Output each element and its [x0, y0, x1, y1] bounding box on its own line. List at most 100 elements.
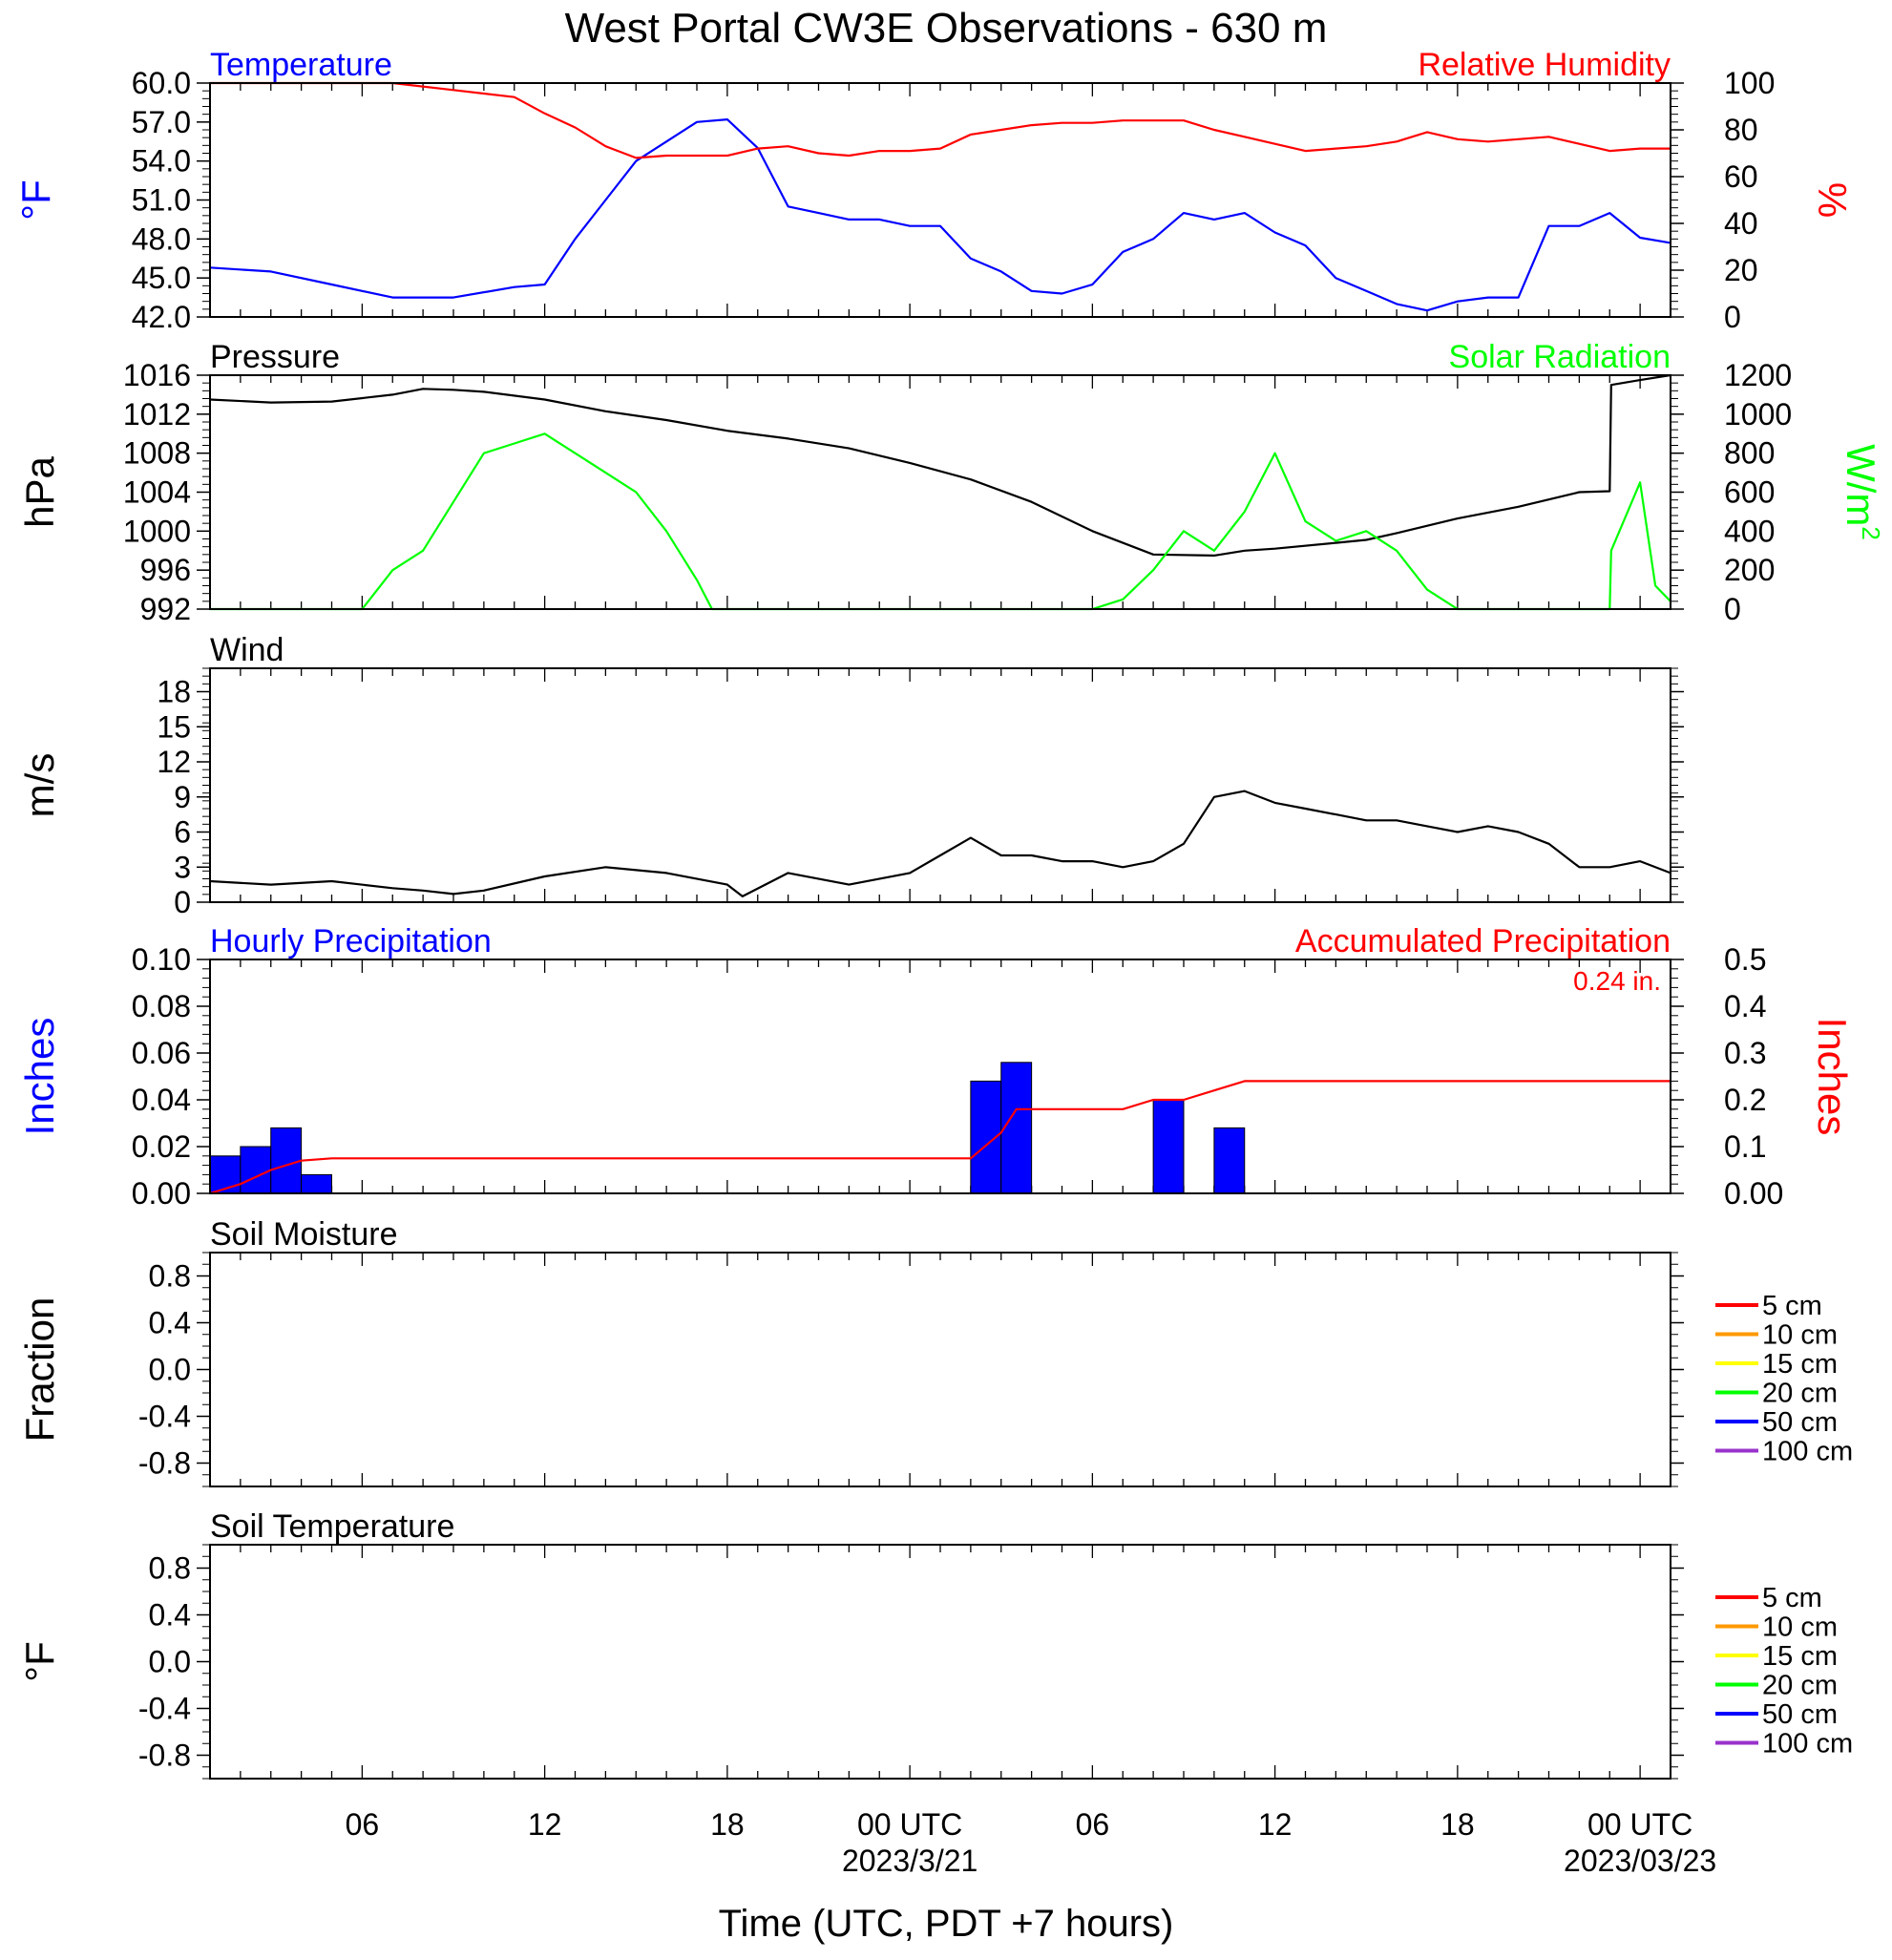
y-left-tick-label: 54.0 [132, 144, 191, 179]
y-left-tick-label: 0.0 [149, 1353, 191, 1387]
y-left-axis-label: °F [13, 179, 58, 220]
series-wind [209, 790, 1671, 898]
plot-frame [209, 82, 1671, 318]
y-right-tick-label: 1200 [1724, 358, 1792, 392]
y-left-tick-label: 42.0 [132, 300, 191, 334]
panel-left-title: Temperature [210, 47, 392, 83]
y-left-tick-label: 992 [140, 592, 191, 626]
precip-bar [240, 1146, 272, 1194]
y-right-tick-label: 0 [1724, 300, 1741, 334]
panel-pressure-solar: 992 996 1000 1004 1008 1012 1016 0 200 400 600 800 1… [17, 339, 1885, 626]
precip-bar [1000, 1062, 1033, 1194]
y-left-tick-label: -0.4 [138, 1692, 191, 1726]
panel-right-title: Solar Radiation [1449, 339, 1671, 375]
y-left-tick-label: 18 [157, 675, 191, 709]
legend-label: 50 cm [1762, 1407, 1838, 1438]
y-left-tick-label: 48.0 [132, 221, 191, 256]
y-left-tick-label: 0.4 [149, 1306, 191, 1340]
y-right-tick-label: 1000 [1724, 397, 1792, 432]
series-accumulated-precipitation [209, 1080, 1671, 1195]
y-right-tick-label: 40 [1724, 206, 1758, 241]
x-tick-label: 18 [1440, 1807, 1475, 1842]
series-solar-radiation [210, 432, 1671, 611]
y-right-axis-label: Inches [1810, 1018, 1855, 1136]
y-right-tick-label: 200 [1724, 553, 1775, 587]
y-left-tick-label: -0.4 [138, 1400, 191, 1434]
y-left-tick-label: 0.08 [132, 989, 191, 1023]
y-left-axis-label: m/s [17, 753, 62, 818]
x-tick-label: 00 UTC [1587, 1807, 1692, 1842]
legend-label: 100 cm [1762, 1437, 1853, 1467]
precip-bar [301, 1173, 332, 1194]
y-left-tick-label: 0.04 [132, 1083, 191, 1117]
y-left-tick-label: 45.0 [132, 261, 191, 295]
y-right-axis-label: % [1810, 182, 1855, 218]
y-left-tick-label: 3 [174, 850, 191, 884]
legend-label: 10 cm [1762, 1612, 1838, 1643]
y-left-tick-label: 0.8 [149, 1259, 191, 1294]
y-right-axis-label-superscript: 2 [1857, 526, 1885, 539]
legend-label: 15 cm [1762, 1349, 1838, 1380]
precip-bar [1213, 1127, 1246, 1194]
legend-label: 5 cm [1762, 1583, 1822, 1613]
x-tick-label: 18 [710, 1807, 745, 1842]
y-left-tick-label: 0.10 [132, 942, 191, 977]
y-right-tick-label: 20 [1724, 253, 1758, 287]
y-left-tick-label: 15 [157, 709, 191, 744]
panel-left-title: Wind [210, 632, 284, 668]
y-left-axis-label: °F [17, 1641, 62, 1681]
legend-label: 15 cm [1762, 1641, 1838, 1672]
series-pressure [209, 373, 1671, 558]
y-right-tick-label: 0.00 [1724, 1176, 1783, 1211]
panel-left-title: Hourly Precipitation [210, 923, 492, 959]
legend-label: 5 cm [1762, 1291, 1822, 1321]
y-left-tick-label: 1004 [123, 475, 191, 510]
panel-right-title: Relative Humidity [1418, 47, 1671, 83]
y-right-tick-label: 100 [1724, 66, 1775, 100]
y-left-axis-label: hPa [17, 455, 62, 527]
y-left-tick-label: -0.8 [138, 1446, 191, 1481]
y-right-tick-label: 80 [1724, 113, 1758, 147]
x-axis-label: Time (UTC, PDT +7 hours) [719, 1903, 1174, 1945]
y-left-tick-label: 6 [174, 815, 191, 850]
y-right-tick-label: 0.1 [1724, 1129, 1766, 1164]
x-tick-label: 06 [1076, 1807, 1110, 1842]
y-left-tick-label: 1000 [123, 514, 191, 548]
y-left-tick-label: 0.02 [132, 1129, 191, 1164]
panel-precipitation: 0.00 0.02 0.04 0.06 0.08 0.10 0.00 0.1 0.2 0.3 0.4… [17, 923, 1855, 1211]
precip-bar [970, 1080, 1002, 1194]
y-left-tick-label: 0.06 [132, 1036, 191, 1070]
legend-label: 10 cm [1762, 1320, 1838, 1351]
y-right-tick-label: 600 [1724, 475, 1775, 510]
y-left-tick-label: 12 [157, 745, 191, 779]
y-left-axis-label: Fraction [17, 1297, 62, 1443]
panels: 42.045.048.051.054.057.060.0020406080100… [13, 47, 1885, 1780]
y-right-tick-label: 0 [1724, 592, 1741, 626]
panel-temperature-humidity: 42.0 45.0 48.051.0 54.0 57.0 60.0 0 20 40 60 80 100… [13, 47, 1855, 334]
y-left-tick-label: 0.4 [149, 1598, 191, 1633]
precip-bar [270, 1127, 303, 1194]
y-right-tick-label: 400 [1724, 514, 1775, 548]
y-right-tick-label: 0.3 [1724, 1036, 1766, 1070]
panel-left-title: Pressure [210, 339, 340, 375]
y-right-axis-label: W/m2 [1839, 444, 1885, 540]
y-left-axis-label: Inches [17, 1018, 62, 1136]
y-left-tick-label: 996 [140, 553, 191, 587]
y-right-tick-label: 0.5 [1724, 942, 1766, 977]
x-tick-label: 12 [1258, 1807, 1293, 1842]
plot-frame [209, 1252, 1671, 1487]
x-tick-date-label: 2023/03/23 [1564, 1844, 1716, 1878]
y-left-tick-label: 0.0 [149, 1645, 191, 1679]
accumulated-total-label: 0.24 in. [1573, 966, 1661, 996]
panel-soil-moisture: -0.8 -0.4 0.0 0.4 0.8 Soil Moisture Fraction 5 … [17, 1216, 1853, 1487]
y-left-tick-label: 60.0 [132, 66, 191, 100]
y-left-tick-label: 0.8 [149, 1551, 191, 1586]
x-tick-label: 00 UTC [857, 1807, 962, 1842]
x-tick-label: 12 [528, 1807, 562, 1842]
series-relative-humidity [210, 81, 1671, 159]
legend-label: 20 cm [1762, 1671, 1838, 1701]
y-right-tick-label: 800 [1724, 436, 1775, 471]
